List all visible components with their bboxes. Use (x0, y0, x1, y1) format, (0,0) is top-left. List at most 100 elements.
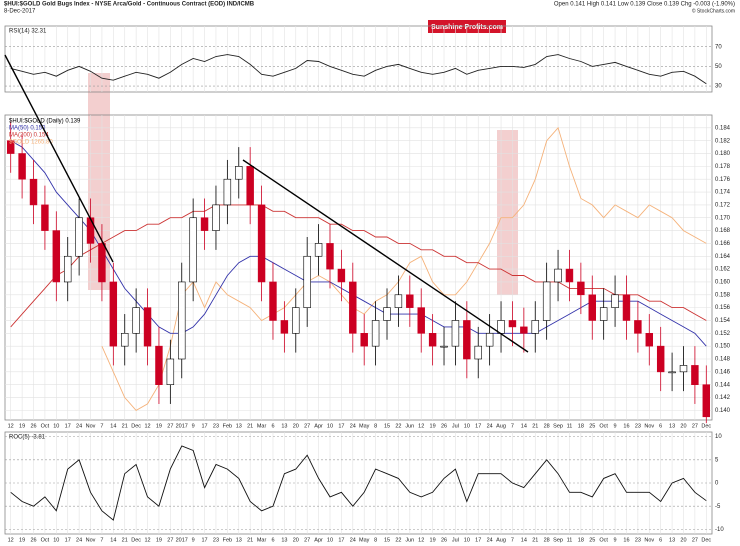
line-series (10, 445, 707, 521)
x-tick-label: 27 (167, 537, 173, 543)
candle-body (702, 384, 711, 418)
y-tick-label: 30 (715, 84, 722, 90)
x-tick-label: 27 (304, 423, 310, 429)
highlight (497, 130, 518, 295)
x-tick-label: 17 (201, 537, 207, 543)
x-tick-label: 21 (122, 537, 128, 543)
x-tick-label: 16 (623, 423, 629, 429)
x-tick-label: 10 (464, 537, 470, 543)
x-tick-label: 19 (430, 537, 436, 543)
candle-body (52, 230, 61, 283)
quote: Open 0.141 High 0.141 Low 0.139 Close 0.… (554, 2, 735, 8)
panel-frame (4, 25, 713, 93)
candle-body (371, 320, 380, 347)
candle-body (18, 153, 26, 180)
x-tick-label: Aug (496, 423, 506, 429)
x-tick-label: Oct (41, 423, 50, 429)
candle-body (645, 333, 654, 347)
candle-body (75, 217, 83, 257)
y-tick-label: 0.152 (715, 331, 731, 337)
x-tick-label: 26 (30, 537, 36, 543)
x-tick-label: 6 (659, 537, 662, 543)
candle-body (6, 140, 15, 154)
x-tick-label: Jul (452, 537, 459, 543)
x-tick-label: 10 (53, 537, 59, 543)
x-tick-label: 6 (659, 423, 662, 429)
candle-body (200, 217, 209, 231)
candle-body (520, 326, 528, 334)
x-tick-label: 23 (635, 423, 641, 429)
x-tick-label: 9 (614, 423, 617, 429)
x-tick-label: Feb (223, 537, 232, 543)
y-tick-label: 5 (715, 457, 719, 463)
candle-body (577, 281, 585, 296)
candle-body (235, 166, 243, 180)
x-tick-label: Jun (405, 423, 414, 429)
x-tick-label: 17 (338, 423, 344, 429)
candle-body (269, 281, 277, 321)
candle-body (691, 365, 699, 385)
candle-body (360, 333, 368, 347)
legend-label: ROC(5) -3.81 (9, 435, 46, 441)
x-tick-label: 25 (589, 537, 595, 543)
x-tick-label: 28 (544, 537, 550, 543)
legend-label: MA(200) 0.154 (9, 133, 49, 139)
y-tick-label: 0.144 (715, 382, 731, 388)
x-tick-label: 18 (578, 423, 584, 429)
x-tick-label: 27 (692, 537, 698, 543)
y-tick-label: 0.180 (715, 151, 731, 157)
candle-body (314, 243, 323, 257)
line-series (101, 126, 707, 411)
x-tick-label: 12 (418, 423, 424, 429)
x-tick-label: 7 (511, 537, 514, 543)
x-tick-label: 26 (30, 423, 36, 429)
x-tick-label: 26 (441, 423, 447, 429)
legend-label: $HUI:$GOLD (Daily) 0.139 (9, 119, 81, 125)
x-tick-label: 24 (487, 537, 493, 543)
x-tick-label: 8 (374, 423, 377, 429)
x-tick-label: 13 (281, 537, 287, 543)
x-tick-label: 6 (271, 537, 274, 543)
y-tick-label: 0.162 (715, 267, 731, 273)
y-tick-label: 50 (715, 64, 722, 70)
x-tick-label: 15 (384, 423, 390, 429)
candle-body (485, 333, 494, 347)
candle-body (41, 204, 49, 231)
x-tick-label: Nov (644, 423, 654, 429)
x-tick-label: Jul (452, 423, 459, 429)
y-tick-label: 0.154 (715, 318, 731, 324)
candle-body (143, 307, 152, 347)
chart-title: $HUI:$GOLD Gold Bugs Index - NYSE Arca/G… (4, 2, 255, 8)
x-tick-label: Nov (644, 537, 654, 543)
candle-body (565, 268, 574, 283)
x-tick-label: May (359, 537, 370, 543)
x-tick-label: 17 (338, 537, 344, 543)
x-tick-label: 10 (53, 423, 59, 429)
y-tick-label: 0.168 (715, 228, 731, 234)
candle-body (428, 333, 437, 347)
x-tick-label: 2017 (176, 423, 188, 429)
x-tick-label: Mar (257, 537, 267, 543)
x-tick-label: Mar (257, 423, 267, 429)
x-tick-label: 12 (418, 537, 424, 543)
y-tick-label: 0.174 (715, 190, 731, 196)
candle-body (29, 178, 38, 206)
y-tick-label: 0.176 (715, 177, 731, 183)
x-tick-label: Dec (701, 423, 711, 429)
y-tick-label: 0.142 (715, 395, 731, 401)
candle-body (394, 294, 403, 308)
candle-body (212, 204, 220, 231)
candle-body (132, 307, 140, 334)
y-tick-label: 0.184 (715, 125, 731, 131)
x-tick-label: Dec (131, 537, 141, 543)
y-tick-label: 0.166 (715, 241, 731, 247)
x-tick-label: Sep (553, 537, 563, 543)
x-tick-label: 21 (532, 423, 538, 429)
candle-body (622, 294, 631, 321)
x-tick-label: 19 (430, 423, 436, 429)
x-tick-label: 7 (511, 423, 514, 429)
x-tick-label: 23 (213, 423, 219, 429)
candle-body (166, 358, 175, 385)
x-tick-label: 21 (247, 537, 253, 543)
x-tick-label: 21 (532, 537, 538, 543)
